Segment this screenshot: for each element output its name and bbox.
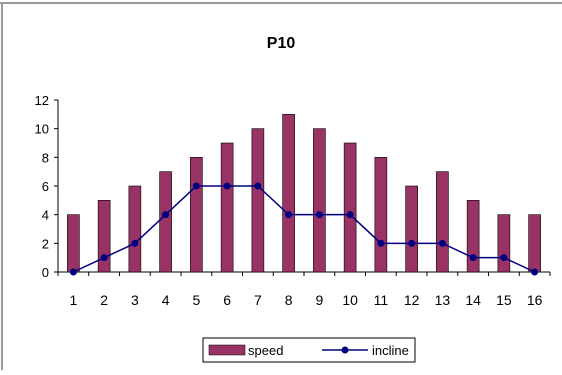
incline-point <box>100 254 108 262</box>
chart-title: P10 <box>267 35 296 52</box>
x-tick-label: 3 <box>131 292 139 308</box>
bar-speed <box>282 114 295 273</box>
bar-speed <box>466 200 480 273</box>
x-tick-label: 6 <box>223 292 231 308</box>
y-tick-label: 4 <box>42 208 49 223</box>
incline-point <box>254 182 262 190</box>
x-tick-label: 14 <box>465 292 481 308</box>
x-tick-label: 12 <box>404 292 420 308</box>
incline-point <box>377 239 385 247</box>
bar-speed <box>159 171 172 273</box>
x-tick-label: 8 <box>285 292 293 308</box>
x-tick-label: 1 <box>69 292 77 308</box>
bar-speed <box>374 157 388 273</box>
bar-speed <box>190 157 203 273</box>
x-tick-label: 16 <box>527 292 543 308</box>
x-tick-label: 13 <box>435 292 451 308</box>
y-tick-label: 10 <box>35 122 49 137</box>
incline-point <box>408 239 416 247</box>
y-tick-label: 8 <box>42 150 49 165</box>
incline-point <box>131 239 139 247</box>
x-tick-labels: 1 2 3 4 5 6 7 8 9 10 11 12 13 14 15 16 <box>69 292 542 308</box>
x-tick-label: 5 <box>192 292 200 308</box>
x-tick-label: 15 <box>496 292 512 308</box>
bar-speed <box>436 171 449 273</box>
bar-speed <box>497 214 511 273</box>
incline-point <box>500 254 508 262</box>
bar-speed <box>128 185 142 273</box>
incline-point <box>315 211 323 219</box>
legend-incline-marker <box>341 346 349 354</box>
x-tick-label: 7 <box>254 292 262 308</box>
bars-group <box>67 114 541 273</box>
line-series-group <box>69 182 539 276</box>
legend: speed incline <box>202 337 416 363</box>
bar-speed <box>220 142 234 273</box>
incline-point <box>223 182 231 190</box>
bar-speed <box>97 200 111 273</box>
bar-speed <box>67 214 80 273</box>
incline-point <box>438 239 446 247</box>
x-tick-label: 10 <box>342 292 358 308</box>
incline-point <box>285 211 293 219</box>
x-tick-label: 11 <box>374 292 389 308</box>
incline-line <box>73 185 535 273</box>
incline-point <box>162 211 170 219</box>
x-tick-label: 4 <box>162 292 170 308</box>
bar-speed <box>405 185 418 273</box>
bar-speed <box>313 128 326 273</box>
incline-point <box>69 268 77 276</box>
bar-speed <box>343 142 357 273</box>
incline-point <box>346 211 354 219</box>
y-tick-label: 6 <box>42 179 49 194</box>
y-tick-label: 2 <box>42 236 49 251</box>
x-tick-label: 2 <box>100 292 108 308</box>
incline-point <box>192 182 200 190</box>
y-tick-label: 0 <box>42 265 49 280</box>
x-tick-label: 9 <box>315 292 323 308</box>
bar-speed <box>251 128 265 273</box>
legend-incline-label: incline <box>372 343 409 358</box>
legend-speed-swatch <box>208 344 246 356</box>
bar-speed <box>528 214 541 273</box>
legend-speed-label: speed <box>248 343 283 358</box>
y-tick-labels: 0 2 4 6 8 10 12 <box>35 93 49 280</box>
incline-point <box>469 254 477 262</box>
y-tick-label: 12 <box>35 93 49 108</box>
incline-point <box>531 268 539 276</box>
